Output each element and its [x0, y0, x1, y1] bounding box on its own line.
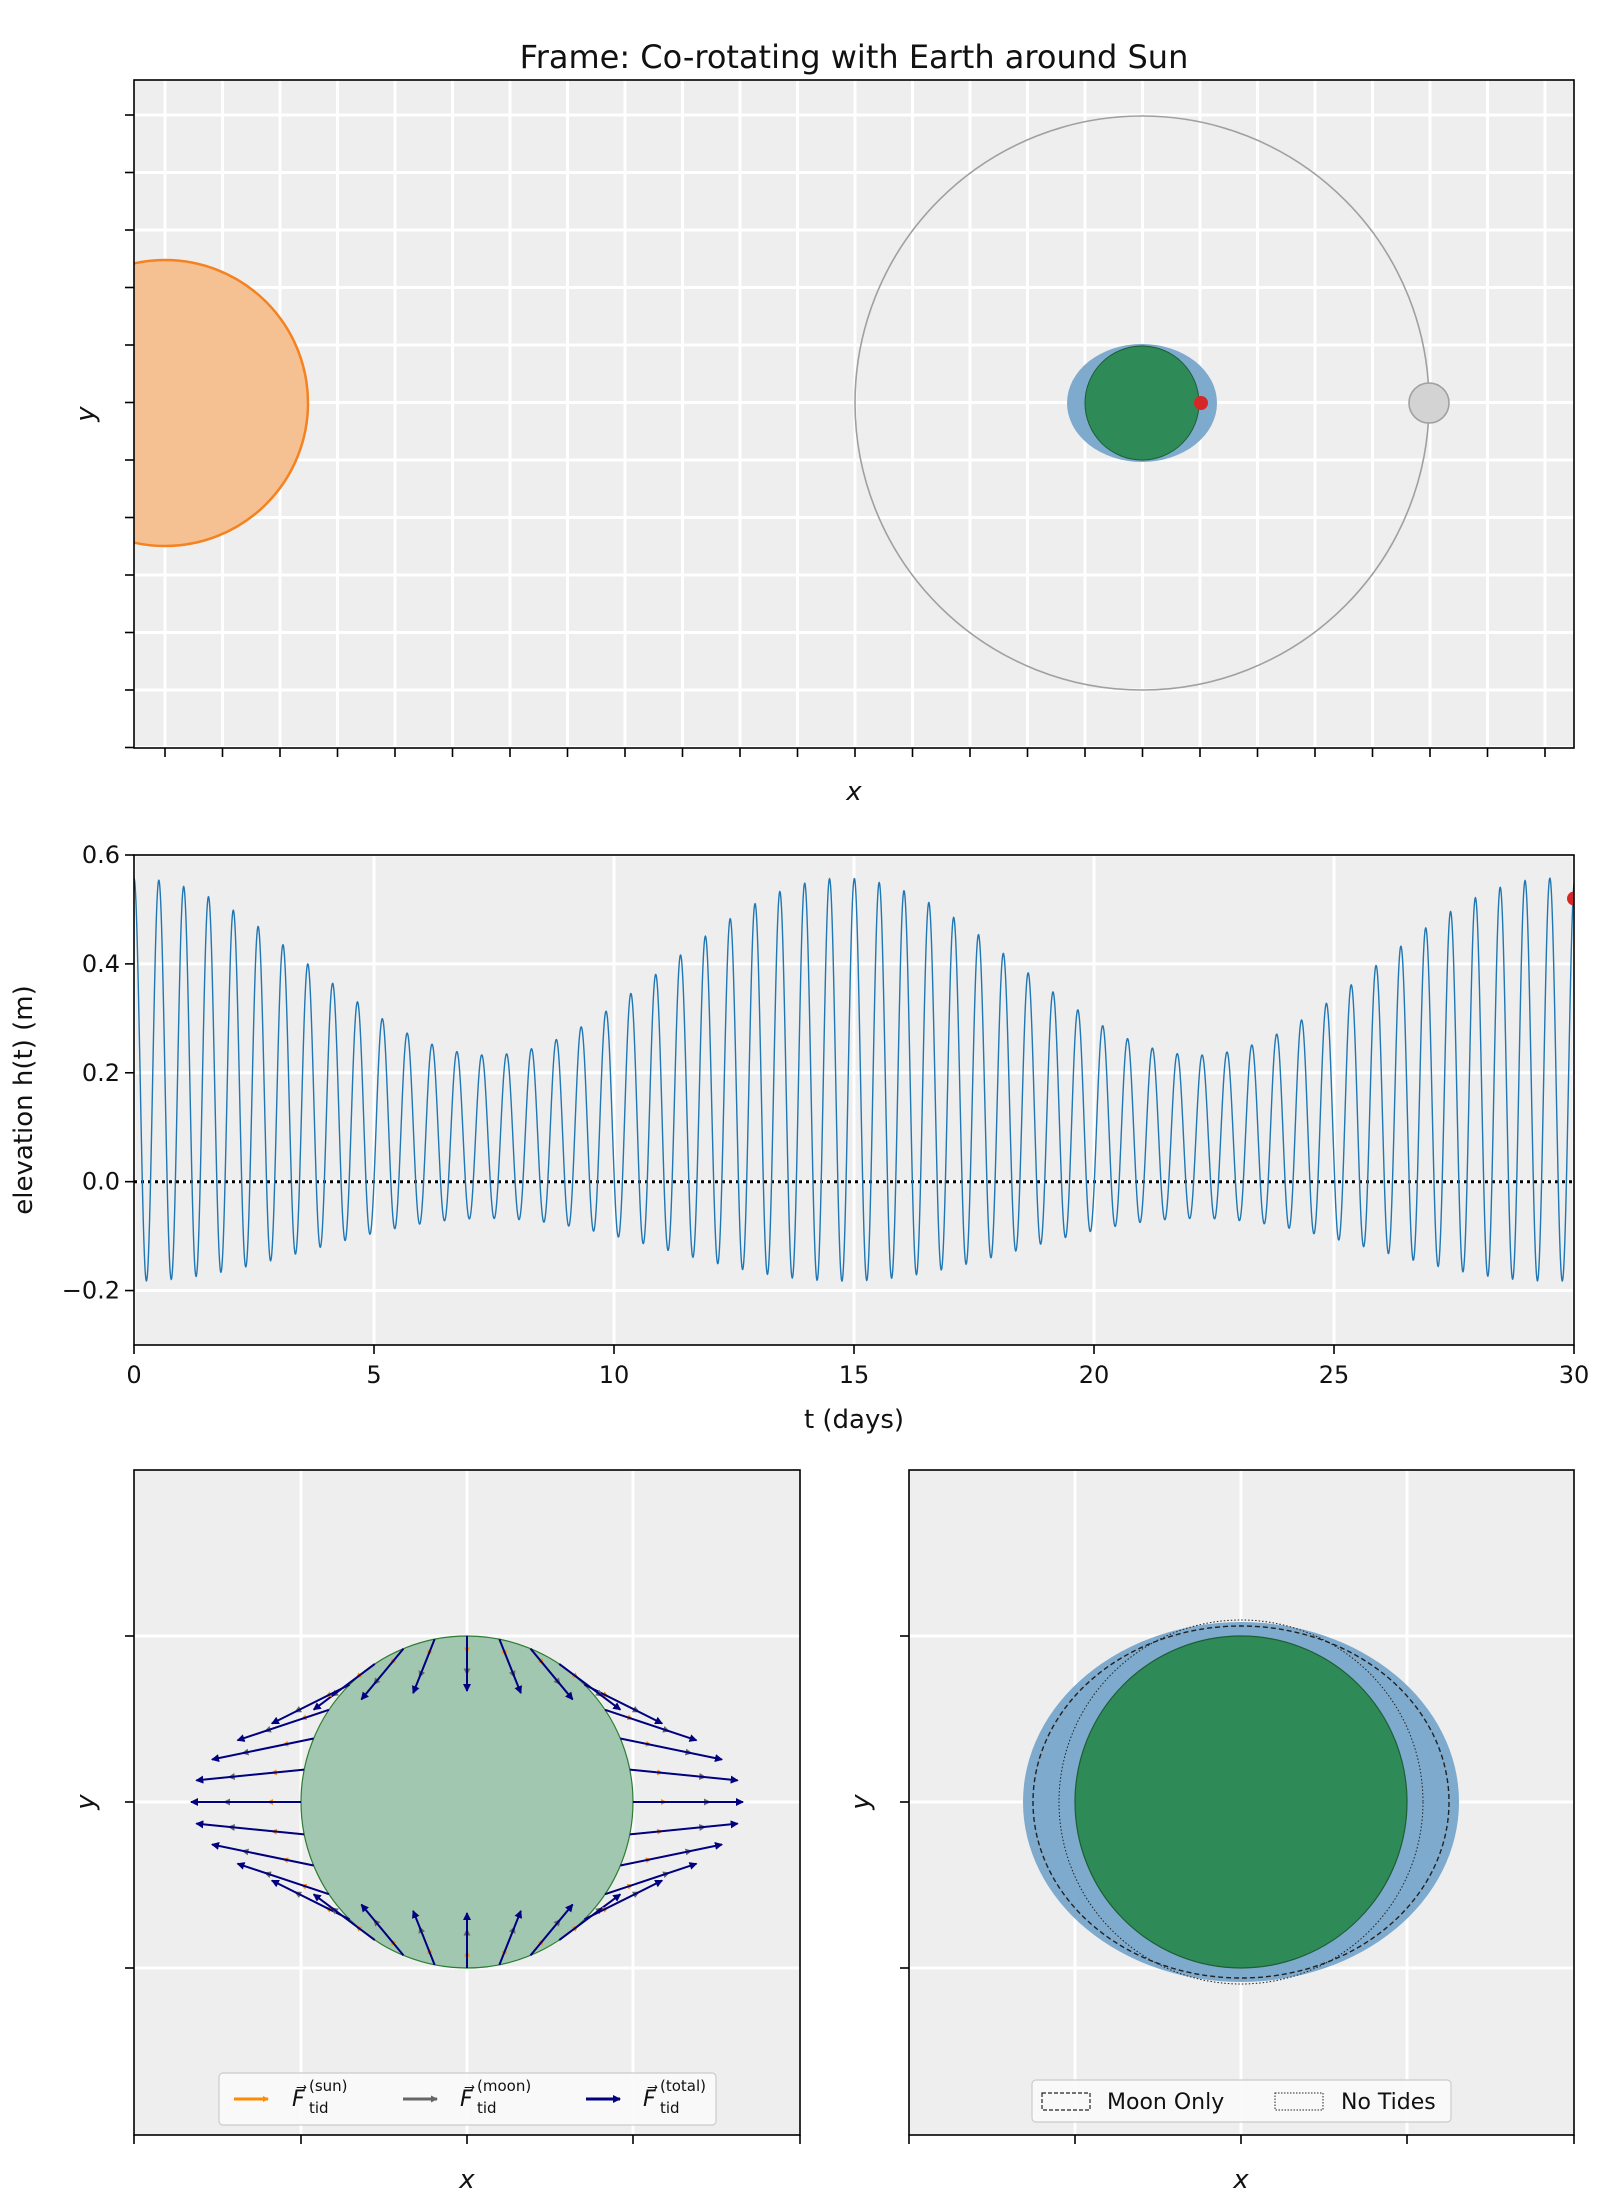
elevation-panel-xlabel: t (days)	[804, 1405, 904, 1435]
y-tick-label: 0.6	[82, 841, 120, 869]
x-tick-label: 20	[1079, 1361, 1110, 1389]
total-force-arrow	[270, 1683, 351, 1725]
legend-swatch-moon-only	[1041, 2092, 1091, 2111]
moon-only-outline	[1032, 1625, 1450, 1979]
total-force-arrow	[360, 1903, 405, 1957]
total-force-arrow	[236, 1708, 330, 1742]
x-tick-label: 10	[599, 1361, 630, 1389]
total-force-arrow	[195, 1820, 305, 1836]
legend-sup-sun: (sun)	[309, 2077, 348, 2095]
total-force-arrow	[412, 1909, 436, 1966]
orbit-panel-title: Frame: Co-rotating with Earth around Sun	[520, 38, 1189, 76]
total-force-arrow	[583, 1879, 664, 1921]
legend-label-moon-only: Moon Only	[1107, 2090, 1224, 2115]
shape-panel-earth	[1074, 1635, 1408, 1969]
y-tick-label: 0.2	[82, 1059, 120, 1087]
total-force-arrow	[312, 1893, 376, 1941]
x-tick-label: 25	[1319, 1361, 1350, 1389]
legend-label-total: F⃗	[643, 2085, 658, 2112]
total-force-arrow	[629, 1768, 739, 1784]
legend-sub-total: tid	[660, 2099, 680, 2117]
total-force-arrow	[558, 1663, 622, 1711]
legend-swatch-no-tides	[1274, 2092, 1324, 2111]
force-panel: x y F⃗ (sun) tid F⃗ (moon) tid F⃗ (total…	[71, 1469, 801, 2195]
orbit-panel-xlabel: x	[845, 777, 862, 807]
total-force-arrow	[211, 1737, 314, 1763]
orbit-panel-grid	[134, 80, 1574, 748]
legend-label-sun: F⃗	[292, 2085, 307, 2112]
sun	[134, 258, 310, 548]
total-force-arrow	[620, 1841, 723, 1867]
force-legend-box	[218, 2072, 717, 2126]
total-force-arrow	[412, 1638, 436, 1695]
elevation-panel-ticks: 0 5 10 15 20 25 30 −0.2 0.0 0.2 0.4 0.6	[62, 841, 1590, 1389]
total-force-arrow	[529, 1903, 574, 1957]
shape-legend: Moon Only No Tides	[1031, 2079, 1452, 2123]
shape-panel-ticks	[900, 1635, 1575, 2144]
orbit-panel-ticks	[125, 114, 1546, 757]
earth	[1084, 345, 1200, 461]
orbit-panel-frame	[133, 79, 1575, 749]
observer-marker	[1194, 396, 1208, 410]
legend-sup-total: (total)	[660, 2077, 706, 2095]
total-force-arrow	[236, 1862, 330, 1896]
x-tick-label: 30	[1559, 1361, 1590, 1389]
total-force-arrow	[211, 1841, 314, 1867]
orbit-panel-ylabel: y	[71, 406, 101, 423]
current-elevation-point	[1567, 891, 1574, 906]
x-tick-label: 5	[366, 1361, 381, 1389]
total-force-arrow	[498, 1638, 522, 1695]
y-tick-label: −0.2	[62, 1277, 120, 1305]
force-legend: F⃗ (sun) tid F⃗ (moon) tid F⃗ (total) ti…	[218, 2072, 717, 2126]
total-force-arrow	[629, 1820, 739, 1836]
total-force-arrow	[604, 1708, 698, 1742]
total-force-arrow	[498, 1909, 522, 1966]
moon	[1408, 382, 1450, 424]
legend-label-moon: F⃗	[460, 2085, 475, 2112]
shape-panel-xlabel: x	[1232, 2165, 1249, 2195]
shape-legend-box	[1031, 2079, 1452, 2123]
orbit-panel: Frame: Co-rotating with Earth around Sun…	[71, 38, 1575, 807]
legend-sub-sun: tid	[309, 2099, 329, 2117]
shape-panel-ylabel: y	[846, 1794, 876, 1811]
elevation-panel: 0 5 10 15 20 25 30 −0.2 0.0 0.2 0.4 0.6 t (days) el…	[9, 841, 1589, 1435]
orbit-panel-bodies	[134, 115, 1450, 691]
elevation-series-line	[134, 877, 1574, 1283]
x-tick-label: 15	[839, 1361, 870, 1389]
x-tick-label: 0	[126, 1361, 141, 1389]
total-force-arrow	[604, 1862, 698, 1896]
force-panel-xlabel: x	[458, 2165, 475, 2195]
force-panel-ticks	[125, 1635, 801, 2144]
elevation-panel-ylabel: elevation h(t) (m)	[9, 985, 39, 1214]
no-tides-outline	[1058, 1619, 1424, 1985]
tidal-force-arrows	[190, 1636, 744, 1968]
legend-sub-moon: tid	[477, 2099, 497, 2117]
total-force-arrow	[195, 1768, 305, 1784]
y-tick-label: 0.0	[82, 1168, 120, 1196]
total-force-arrow	[529, 1647, 574, 1701]
legend-label-no-tides: No Tides	[1341, 2090, 1436, 2115]
total-force-arrow	[620, 1737, 723, 1763]
force-panel-ylabel: y	[71, 1794, 101, 1811]
legend-sup-moon: (moon)	[477, 2077, 531, 2095]
shape-panel: x y Moon Only No Tides	[846, 1469, 1575, 2195]
total-force-arrow	[360, 1647, 405, 1701]
y-tick-label: 0.4	[82, 950, 120, 978]
